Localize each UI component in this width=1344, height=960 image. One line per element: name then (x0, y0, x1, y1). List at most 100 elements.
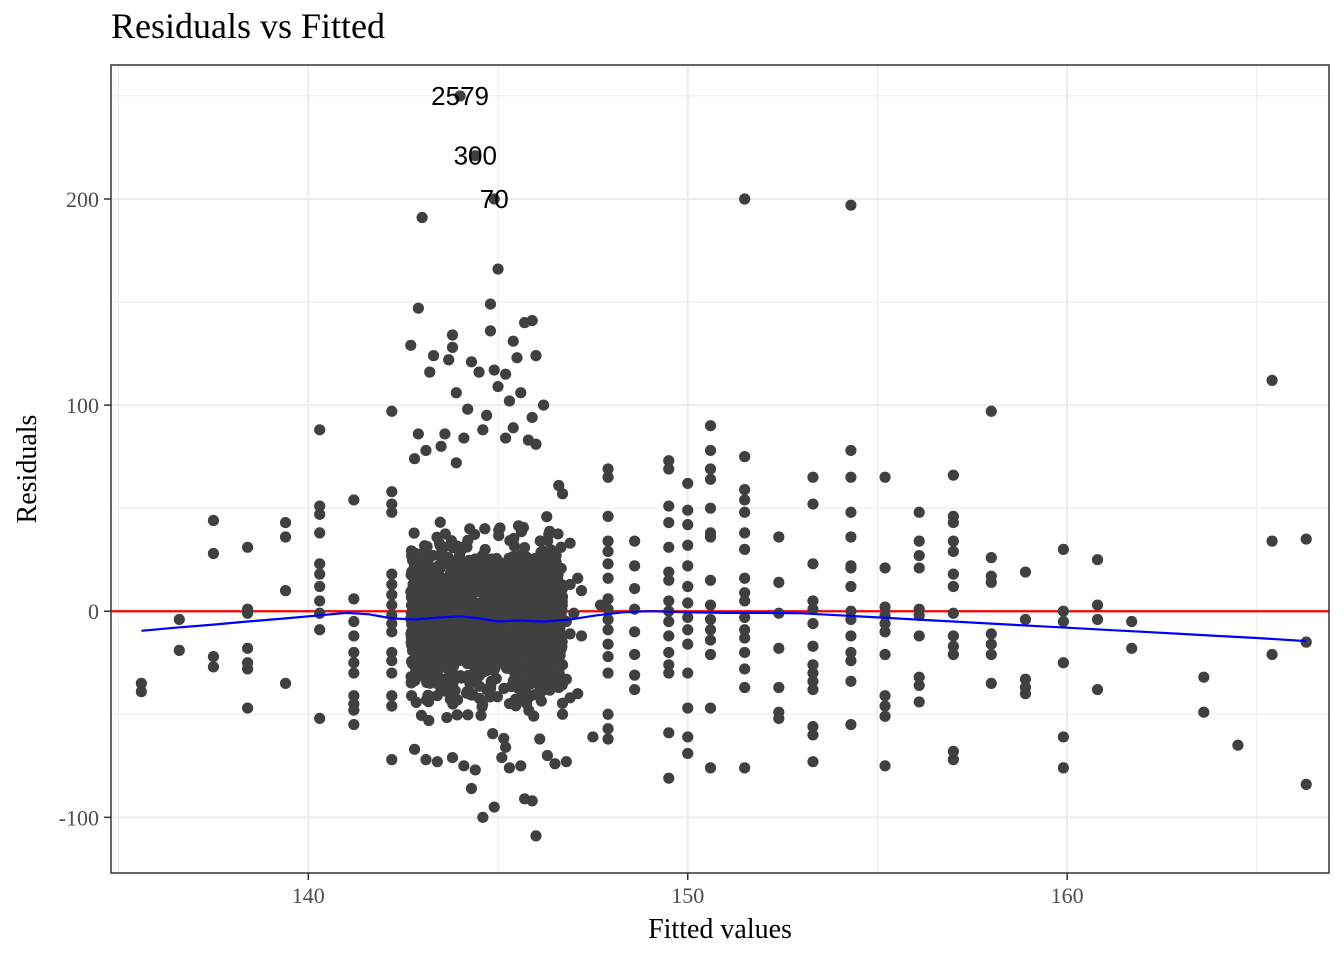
data-point (807, 667, 819, 679)
data-point (476, 579, 488, 591)
data-point (807, 603, 819, 615)
data-point (496, 657, 508, 669)
data-point (499, 624, 511, 636)
data-point (386, 754, 398, 766)
data-point (416, 211, 428, 224)
data-point (568, 607, 580, 619)
data-point (682, 638, 694, 650)
data-point (845, 630, 857, 642)
data-point (1019, 673, 1032, 685)
data-point (477, 698, 489, 711)
data-point (845, 506, 857, 518)
data-point (494, 522, 506, 534)
data-point (348, 690, 360, 702)
data-point (446, 329, 459, 341)
data-point (427, 350, 440, 362)
data-point (663, 500, 675, 512)
data-point (529, 553, 541, 565)
data-point (663, 595, 675, 607)
data-point (488, 801, 500, 813)
data-point (541, 511, 553, 523)
data-point (556, 697, 569, 709)
y-tick-label: 0 (88, 599, 99, 624)
data-point (466, 566, 478, 578)
data-point (542, 535, 554, 547)
data-point (682, 539, 694, 551)
labeled-data-point (469, 150, 481, 162)
data-point (602, 593, 614, 605)
data-point (739, 451, 751, 463)
data-point (477, 424, 489, 436)
data-point (629, 648, 641, 661)
data-point (504, 557, 516, 569)
data-point (479, 523, 491, 535)
data-point (682, 667, 694, 679)
data-point (602, 650, 614, 663)
y-tick-label: 200 (66, 187, 99, 212)
data-point (348, 630, 360, 642)
data-point (135, 686, 147, 698)
data-point (555, 541, 567, 553)
data-point (553, 563, 565, 575)
data-point (526, 795, 538, 807)
data-point (492, 263, 504, 275)
data-point (474, 647, 487, 659)
data-point (947, 754, 959, 766)
data-point (408, 573, 421, 585)
data-point (498, 732, 510, 745)
data-point (464, 686, 476, 699)
labeled-data-point (488, 193, 500, 205)
data-point (450, 572, 462, 585)
data-point (413, 586, 425, 598)
data-point (451, 585, 463, 597)
data-point (845, 675, 857, 687)
data-point (438, 648, 450, 660)
data-point (1057, 605, 1069, 617)
data-point (173, 613, 185, 626)
x-axis: 140 150 160 (292, 873, 1084, 908)
data-point (530, 350, 542, 362)
data-point (439, 428, 451, 440)
data-point (412, 647, 424, 659)
data-point (739, 572, 751, 584)
data-point (913, 549, 925, 562)
data-point (704, 624, 717, 636)
data-point (947, 535, 959, 547)
data-point (522, 579, 534, 591)
data-point (535, 575, 548, 587)
data-point (1266, 535, 1278, 547)
smooth-trend-line (141, 610, 1307, 643)
data-point (386, 700, 398, 712)
data-point (1300, 636, 1312, 648)
data-point (386, 599, 398, 611)
data-point (314, 508, 326, 520)
data-point (663, 455, 675, 467)
data-point (279, 516, 292, 529)
data-point (348, 646, 360, 659)
data-point (445, 596, 457, 608)
data-point (947, 648, 959, 661)
data-point (474, 664, 487, 676)
data-point (1091, 613, 1104, 626)
data-point (461, 636, 473, 649)
data-point (541, 593, 554, 606)
data-point (207, 661, 220, 673)
data-point (420, 754, 432, 766)
data-point (739, 681, 751, 694)
data-point (879, 601, 891, 613)
data-point (522, 434, 534, 446)
data-point (663, 659, 675, 671)
data-point (985, 638, 997, 650)
point-label: 2579 (431, 81, 489, 111)
data-point (947, 607, 959, 619)
data-point (423, 714, 435, 727)
data-point (484, 325, 497, 337)
data-point (879, 562, 891, 574)
data-point (348, 704, 360, 716)
data-point (663, 667, 675, 679)
data-point (498, 682, 510, 695)
data-point (464, 583, 477, 595)
data-point (807, 498, 819, 510)
data-point (947, 630, 959, 642)
